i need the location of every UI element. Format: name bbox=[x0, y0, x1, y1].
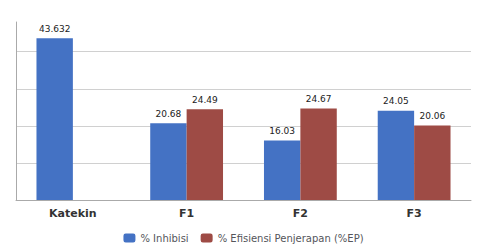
svg-text:20.68: 20.68 bbox=[156, 109, 182, 119]
svg-text:F1: F1 bbox=[179, 207, 194, 220]
svg-text:16.03: 16.03 bbox=[269, 126, 295, 136]
svg-text:24.67: 24.67 bbox=[306, 94, 332, 104]
svg-text:F3: F3 bbox=[407, 207, 422, 220]
svg-text:43.632: 43.632 bbox=[39, 24, 71, 34]
svg-text:% Inhibisi: % Inhibisi bbox=[140, 233, 188, 244]
svg-text:24.05: 24.05 bbox=[383, 96, 409, 106]
svg-text:Katekin: Katekin bbox=[49, 207, 97, 220]
svg-text:24.49: 24.49 bbox=[192, 95, 218, 105]
svg-text:F2: F2 bbox=[293, 207, 308, 220]
svg-text:% Efisiensi Penjerapan (%EP): % Efisiensi Penjerapan (%EP) bbox=[218, 233, 364, 244]
svg-text:20.06: 20.06 bbox=[419, 111, 445, 121]
